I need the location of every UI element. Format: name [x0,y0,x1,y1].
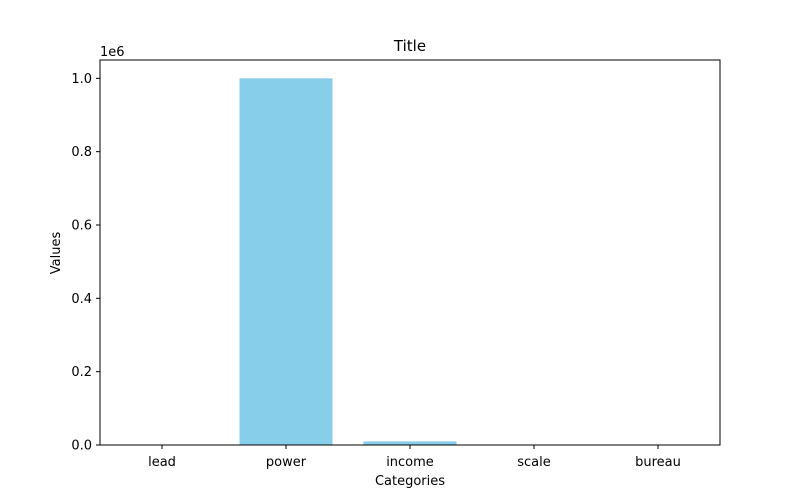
x-tick-label: income [386,455,434,470]
x-tick-label: scale [517,455,551,470]
y-tick-label: 0.0 [71,439,92,454]
y-tick-label: 0.8 [71,145,92,160]
x-tick-label: power [266,455,307,470]
bar-income [363,441,457,445]
chart-title: Title [393,37,426,55]
plot-frame [99,59,721,446]
x-tick-label: lead [148,455,176,470]
y-tick-label: 1.0 [71,72,92,87]
bars [115,78,705,445]
x-tick-label: bureau [635,455,681,470]
bar-power [239,78,333,445]
y-tick-label: 0.6 [71,219,92,234]
y-axis-offset-label: 1e6 [100,45,125,60]
y-axis-label: Values [49,232,64,275]
y-tick-label: 0.4 [71,292,92,307]
x-axis-label: Categories [375,474,445,489]
y-tick-label: 0.2 [71,365,92,380]
y-axis-ticks: 0.0 0.2 0.4 0.6 0.8 1.0 [71,72,100,454]
x-axis-ticks: lead power income scale bureau [148,445,681,470]
